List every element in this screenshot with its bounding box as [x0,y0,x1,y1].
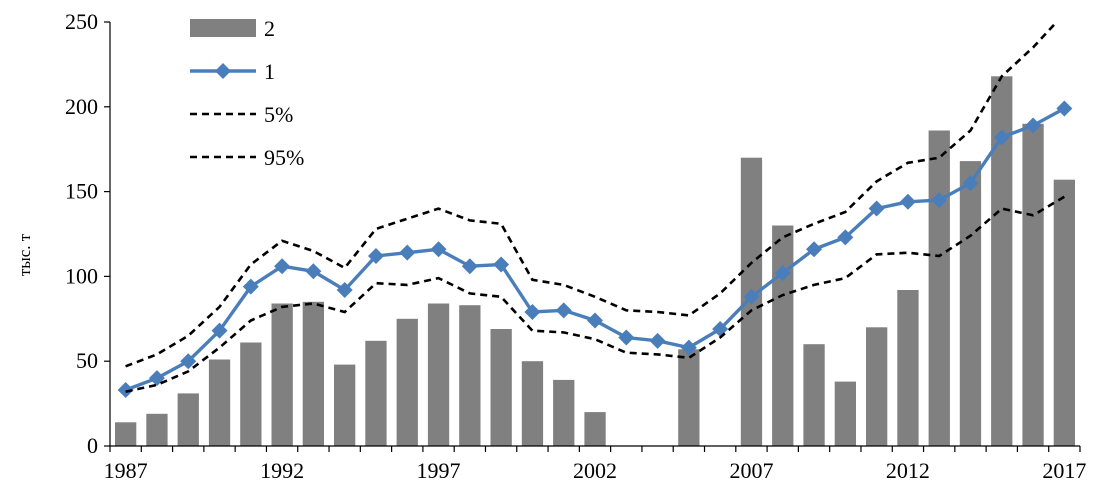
bar-2001 [553,379,575,446]
point-2014 [962,175,979,192]
x-tick-label: 2012 [886,458,930,483]
point-2011 [868,200,885,217]
legend-item: 2 [190,16,275,41]
point-1989 [180,353,197,370]
point-2000 [524,304,541,321]
bar-2002 [584,412,606,446]
bar-1995 [365,340,387,446]
point-2007 [743,288,760,305]
bar-1993 [302,301,324,446]
point-1991 [242,278,259,295]
bar-1987 [115,422,137,446]
bar-1989 [177,393,199,446]
point-1993 [305,263,322,280]
point-1987 [117,382,134,399]
x-tick-label: 1992 [260,458,304,483]
x-tick-label: 2002 [573,458,617,483]
legend-marker [215,63,231,79]
line-series-group [117,22,1073,399]
legend-label: 1 [264,59,275,84]
bar-2010 [834,381,856,446]
bar-1999 [490,329,512,446]
bar-2015 [991,76,1013,447]
legend-swatch [190,19,256,37]
point-1999 [493,256,510,273]
point-2015 [993,129,1010,146]
y-tick-label: 0 [87,433,98,458]
bar-2017 [1053,179,1075,446]
point-1998 [461,258,478,275]
legend-label: 5% [264,102,293,127]
bar-1990 [208,359,231,446]
bar-2005 [678,349,700,446]
point-2003 [618,329,635,346]
legend-item: 5% [190,102,293,127]
x-tick-label: 1997 [417,458,461,483]
point-2005 [680,339,697,356]
y-tick-label: 250 [65,9,98,34]
legend-label: 95% [264,145,304,170]
bar-2016 [1022,123,1044,447]
point-2016 [1025,117,1042,134]
bar-2011 [866,327,888,446]
bar-1988 [146,413,168,446]
bar-2009 [803,344,825,446]
bar-2012 [897,290,919,446]
bar-1998 [459,305,481,446]
point-1997 [430,241,447,258]
bar-2014 [959,161,982,446]
line-series-upper-5pct [125,22,1059,368]
point-2004 [649,332,666,349]
y-tick-label: 50 [76,348,98,373]
bar-2000 [521,361,544,446]
x-tick-label: 1987 [104,458,148,483]
bar-1992 [271,303,293,446]
y-tick-label: 200 [65,94,98,119]
point-2017 [1056,100,1073,117]
point-1994 [336,281,353,298]
point-2013 [931,192,948,209]
point-2010 [837,229,854,246]
bar-1996 [396,318,418,446]
legend-label: 2 [264,16,275,41]
y-axis-label: тыс. т [15,233,34,276]
line-series-lower-95pct [125,195,1066,393]
point-2002 [587,312,603,329]
point-2009 [806,241,823,258]
bar-2013 [928,130,950,446]
y-tick-label: 150 [65,179,98,204]
y-tick-label: 100 [65,263,98,288]
bar-1994 [334,364,356,446]
point-1992 [274,258,291,275]
point-2012 [899,193,916,210]
point-2008 [774,265,791,282]
x-tick-label: 2007 [729,458,773,483]
point-1995 [367,248,384,265]
point-2001 [555,302,572,319]
legend: 2 1 5% 95% [190,16,304,170]
bar-series-2 [115,76,1075,447]
axes: 0 50 100 150 200 250 1987 1992 1997 2002 2007 2012 2… [65,9,1086,483]
legend-item: 95% [190,145,304,170]
point-1996 [399,244,416,261]
bar-2008 [772,225,794,446]
bar-1997 [427,303,450,446]
x-tick-label: 2017 [1042,458,1086,483]
point-1990 [211,322,228,339]
bar-1991 [240,342,262,446]
legend-item: 1 [190,59,275,84]
